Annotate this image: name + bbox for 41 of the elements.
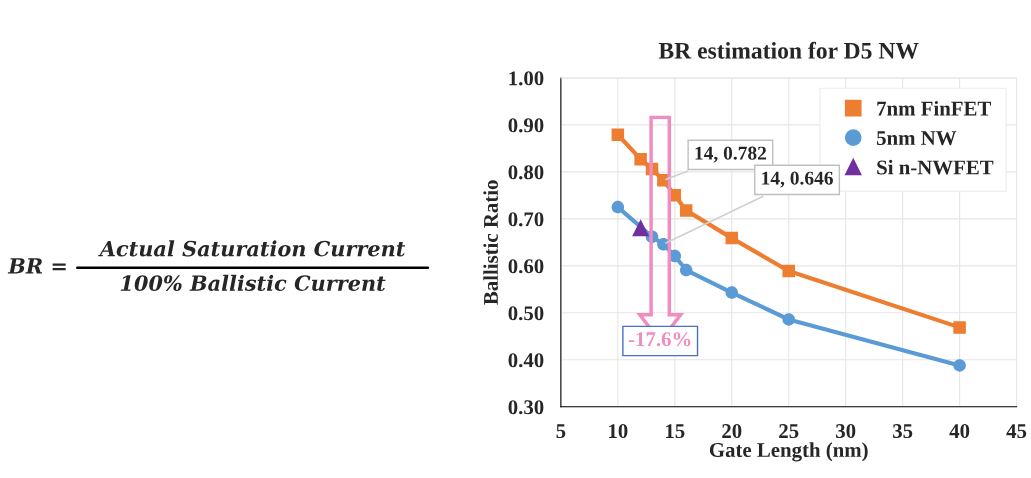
x-tick-label: 40 xyxy=(949,424,970,439)
x-tick-label: 25 xyxy=(779,424,799,439)
point xyxy=(725,286,738,299)
x-tick-label: 10 xyxy=(609,424,628,439)
text: Actual Saturation Current xyxy=(98,240,406,257)
text: 100% Ballistic Current xyxy=(120,274,386,291)
point xyxy=(782,313,795,326)
x-tick-label: 15 xyxy=(666,424,685,439)
annotation: 14, 0.782 xyxy=(695,146,767,163)
y-axis-title: Ballistic Ratio xyxy=(483,180,498,305)
annotation: 14, 0.646 xyxy=(762,171,833,188)
point xyxy=(953,321,966,334)
point xyxy=(611,200,625,214)
y-tick-label: 0.30 xyxy=(508,400,544,415)
y-tick-label: 0.60 xyxy=(508,259,544,274)
legend-label: 7nm FinFET xyxy=(877,100,992,116)
point xyxy=(611,128,625,142)
y-tick-label: 1.00 xyxy=(509,71,544,86)
chart-title: BR estimation for D5 NW xyxy=(658,41,919,59)
text: BR = xyxy=(7,258,66,274)
y-tick-label: 0.80 xyxy=(508,165,544,180)
legend-label: 5nm NW xyxy=(876,131,957,146)
x-tick-label: 5 xyxy=(556,424,566,439)
x-tick-label: 45 xyxy=(1006,424,1027,439)
x-tick-label: 35 xyxy=(893,424,913,439)
point xyxy=(679,204,693,217)
y-tick-label: 0.40 xyxy=(508,353,544,368)
x-axis-title: Gate Length (nm) xyxy=(709,442,868,462)
annotation: -17.6% xyxy=(628,332,691,347)
legend-label: Si n-NWFET xyxy=(877,159,994,175)
y-tick-label: 0.50 xyxy=(508,306,544,321)
x-tick-label: 20 xyxy=(722,424,742,439)
point xyxy=(782,264,795,278)
y-tick-label: 0.90 xyxy=(508,118,544,133)
point xyxy=(632,219,650,237)
y-tick-label: 0.70 xyxy=(508,212,544,227)
x-tick-label: 30 xyxy=(836,424,856,439)
point xyxy=(634,152,647,166)
point xyxy=(679,263,693,277)
point xyxy=(725,231,738,245)
point xyxy=(953,359,966,372)
